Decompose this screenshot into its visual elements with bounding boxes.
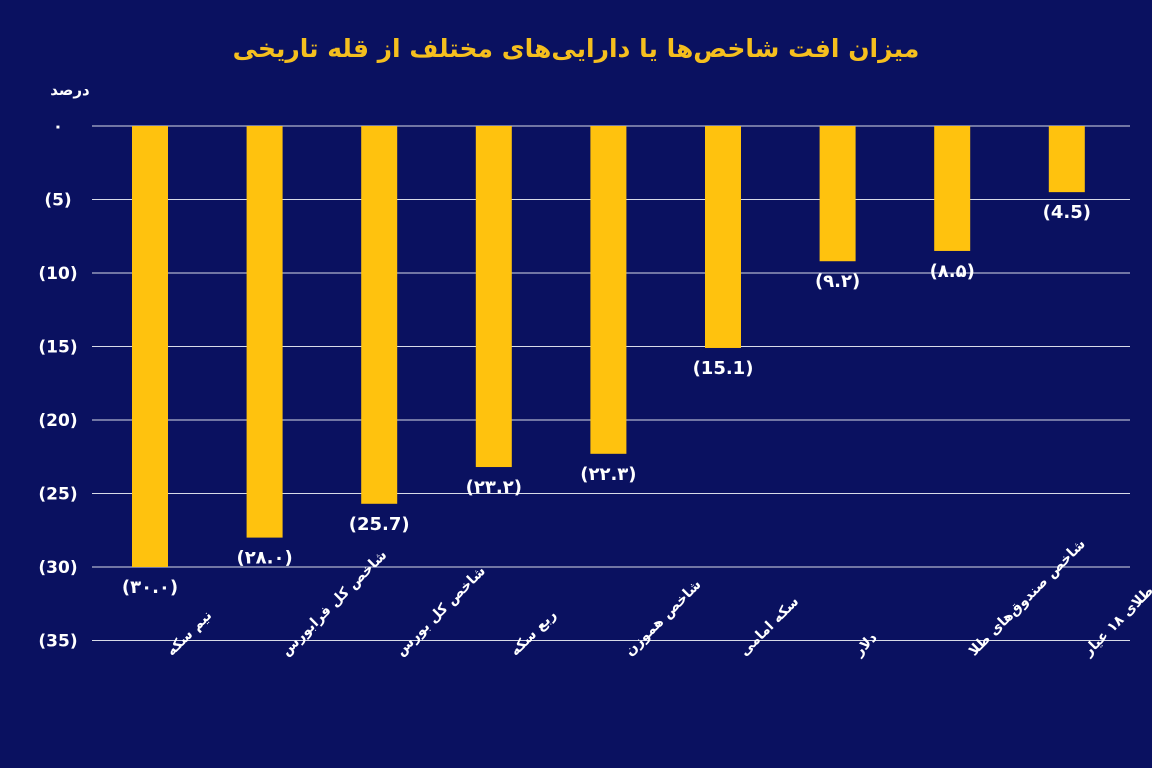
y-tick-label: (35) bbox=[38, 632, 77, 652]
data-label: (۲۲.۳) bbox=[580, 464, 636, 485]
data-label: (۲۳.۲) bbox=[466, 477, 522, 498]
bars bbox=[132, 126, 1085, 567]
bar bbox=[246, 126, 283, 538]
y-axis-ticks: ۰ (5) (10) (15) (20) (25) (30) (35) bbox=[38, 117, 77, 652]
y-tick-label: ۰ bbox=[53, 117, 63, 137]
chart-title: میزان افت شاخص‌ها یا دارایی‌های مختلف از… bbox=[232, 34, 920, 63]
y-tick-label: (30) bbox=[38, 558, 77, 578]
data-label: (15.1) bbox=[693, 358, 754, 379]
data-label: (4.5) bbox=[1043, 202, 1091, 223]
y-tick-label: (10) bbox=[38, 264, 77, 284]
bar bbox=[934, 126, 971, 251]
bar bbox=[132, 126, 168, 567]
bar bbox=[705, 126, 741, 348]
y-tick-label: (5) bbox=[44, 191, 71, 211]
y-tick-label: (25) bbox=[38, 485, 77, 505]
x-tick-label: نیم سکه bbox=[164, 608, 216, 660]
x-tick-label: شاخص کل بورس bbox=[393, 563, 489, 659]
x-tick-label: شاخص کل فرابورس bbox=[278, 547, 390, 659]
y-tick-label: (15) bbox=[38, 338, 77, 358]
y-axis-unit-label: درصد bbox=[50, 81, 90, 99]
data-label: (۸.۵) bbox=[930, 261, 975, 282]
data-label: (۹.۲) bbox=[815, 271, 860, 292]
y-tick-label: (20) bbox=[38, 411, 77, 431]
data-label: (۳۰.۰) bbox=[122, 577, 178, 598]
x-tick-label: طلای ۱۸ عیار bbox=[1080, 583, 1152, 660]
bar bbox=[1048, 126, 1085, 193]
data-label: (25.7) bbox=[349, 514, 410, 535]
bar bbox=[361, 126, 398, 504]
data-label: (۲۸.۰) bbox=[236, 548, 292, 569]
x-tick-label: دلار bbox=[850, 630, 880, 660]
bar bbox=[819, 126, 856, 262]
x-tick-label: سکه امامی bbox=[737, 594, 803, 660]
bar bbox=[475, 126, 512, 468]
x-tick-label: شاخص هموزن bbox=[622, 577, 705, 660]
data-labels: (۳۰.۰) (۲۸.۰) (25.7) (۲۳.۲) (۲۲.۳) (15.1) (۹.۲… bbox=[122, 202, 1091, 598]
x-axis-ticks: نیم سکه شاخص کل فرابورس شاخص کل بورس ربع سک… bbox=[164, 536, 1152, 660]
bar bbox=[590, 126, 627, 454]
x-tick-label: ربع سکه bbox=[507, 607, 559, 659]
